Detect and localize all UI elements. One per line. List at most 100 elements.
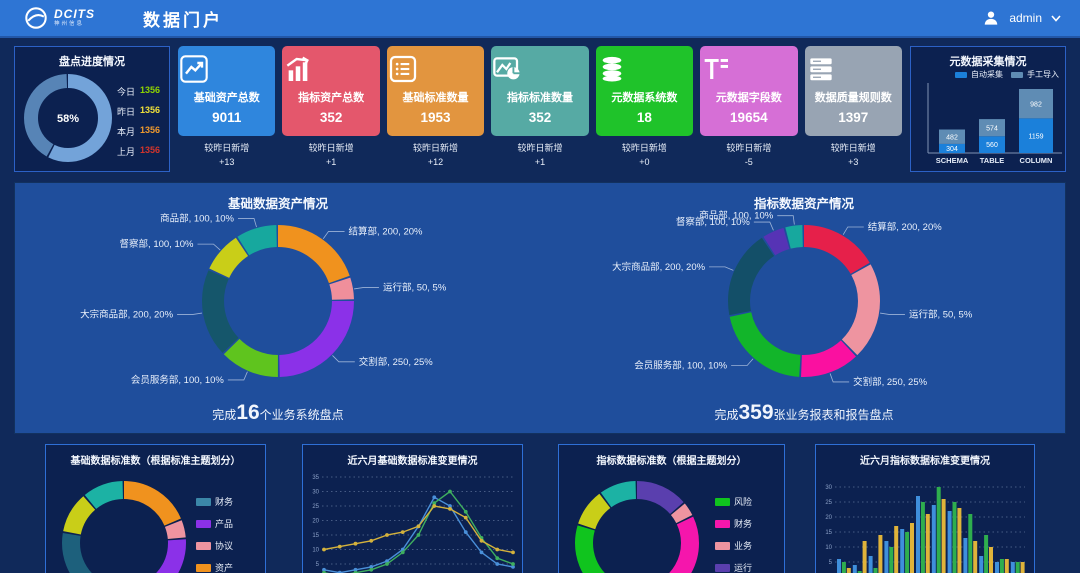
legend-swatch [715,519,730,528]
legend-item[interactable]: 财务 [715,517,752,530]
trend-icon [178,53,275,87]
svg-text:30: 30 [825,485,832,491]
progress-stat-row: 昨日 1356 [117,105,160,118]
legend-item[interactable]: 手工导入 [1011,69,1059,80]
svg-text:35: 35 [312,475,319,481]
donut-label: 商品部, 100, 10% [699,210,773,222]
stat-label: 昨日 [117,107,136,117]
donut-label: 会员服务部, 100, 10% [131,374,224,386]
meta-bar-chart: 304 482 SCHEMA 560 574 TABLE 1159 982 COLUMN [914,79,1064,171]
svg-text:1159: 1159 [1028,133,1043,140]
kpi-delta-value: +1 [326,156,337,167]
basic-standards-donut-panel: 基础数据标准数（根据标准主题划分） 财务产品协议资产员工 [45,444,266,573]
kpi-tile[interactable]: 元数据字段数 19654 [700,46,798,136]
kpi-delta: 较昨日新增 +3 [805,142,902,170]
server-icon [805,53,902,87]
stat-value: 1356 [140,105,161,115]
legend-item[interactable]: 产品 [196,517,233,530]
caption-suffix: 个业务系统盘点 [259,408,344,422]
legend-item[interactable]: 财务 [196,495,233,508]
field-icon [700,53,797,87]
svg-text:304: 304 [946,146,958,153]
svg-text:574: 574 [986,125,998,132]
kpi-tile[interactable]: 元数据系统数 18 [595,46,694,136]
asset-chart-basic: 基础数据资产情况 结算部, 200, 20% 运行部, 50, 5% 交割部, 25… [15,183,541,435]
kpi-card[interactable]: 基础资产总数 9011 较昨日新增 +13 [178,46,276,172]
legend-label: 产品 [215,519,234,529]
panel-title: 指标数据标准数（根据主题划分） [596,456,747,467]
donut-label: 督察部, 100, 10% [120,238,194,250]
kpi-label: 元数据系统数 [611,92,678,104]
kpi-tile[interactable]: 指标资产总数 352 [282,46,380,136]
legend-label: 财务 [734,519,753,529]
svg-text:30: 30 [312,490,319,496]
svg-text:560: 560 [986,142,998,149]
donut-label: 会员服务部, 100, 10% [634,360,727,372]
legend-item[interactable]: 资产 [196,561,233,573]
kpi-tile[interactable]: 数据质量规则数 1397 [804,46,902,136]
indicator-standards-donut-panel: 指标数据标准数（根据主题划分） 风险财务业务运行信息 [558,444,785,573]
caption-prefix: 完成 [212,408,237,422]
kpi-card[interactable]: 指标资产总数 352 较昨日新增 +1 [282,46,380,172]
legend-label: 自动采集 [971,70,1003,79]
legend-label: 资产 [215,563,234,573]
kpi-delta-caption: 较昨日新增 [204,143,250,153]
donut-label: 交割部, 250, 25% [853,376,927,388]
progress-panel: 盘点进度情况 58% 今日 1356 昨日 1356 本月 1356 上月 1356 [14,46,170,172]
kpi-card[interactable]: 数据质量规则数 1397 较昨日新增 +3 [804,46,902,172]
stat-value: 1356 [140,125,161,135]
svg-text:15: 15 [312,533,319,539]
image-pie-icon [491,53,588,87]
legend-item[interactable]: 风险 [715,495,752,508]
kpi-delta-value: +1 [534,156,546,167]
svg-text:15: 15 [825,530,832,536]
legend-swatch [196,563,211,572]
kpi-value: 18 [636,110,652,125]
caption-number: 359 [738,401,774,424]
donut-label: 督察部, 100, 10% [676,216,750,228]
svg-text:482: 482 [946,134,958,141]
kpi-delta: 较昨日新增 +1 [491,142,588,170]
kpi-value: 9011 [212,110,242,125]
donut-chart: 结算部, 200, 20% 运行部, 50, 5% 交割部, 250, 25% 会员服… [48,207,508,403]
legend-swatch [715,541,730,550]
kpi-tile[interactable]: 基础标准数量 1953 [386,46,485,136]
asset-chart-indicator: 指标数据资产情况 结算部, 200, 20% 运行部, 50, 5% 交割部, 25… [541,183,1067,435]
legend-item[interactable]: 业务 [715,539,752,552]
kpi-card[interactable]: 基础标准数量 1953 较昨日新增 +12 [386,46,485,172]
kpi-delta: 较昨日新增 +12 [387,142,484,170]
donut-label: 商品部, 100, 10% [160,212,234,224]
legend-label: 协议 [215,541,234,551]
panel-title: 基础数据标准数（根据标准主题划分） [70,456,241,467]
panel-title: 近六月指标数据标准变更情况 [860,456,990,467]
kpi-label: 指标标准数量 [506,92,573,104]
kpi-tile[interactable]: 指标标准数量 352 [491,46,589,136]
kpi-tile[interactable]: 基础资产总数 9011 [178,46,276,136]
kpi-card[interactable]: 元数据系统数 18 较昨日新增 +0 [595,46,694,172]
legend-item[interactable]: 运行 [715,561,752,573]
stat-label: 上月 [117,147,136,157]
legend-item[interactable]: 自动采集 [955,69,1003,80]
stat-label: 本月 [117,127,136,137]
kpi-delta: 较昨日新增 +13 [178,142,275,170]
brand-name: DCITS [54,7,95,22]
chart-title: 指标数据资产情况 [753,197,854,211]
legend-swatch [715,497,730,506]
donut-label: 大宗商品部, 200, 20% [80,308,173,320]
svg-text:20: 20 [312,519,319,525]
kpi-label: 元数据字段数 [715,92,782,104]
chart-caption: 完成16个业务系统盘点 [15,401,541,425]
legend-swatch [715,563,730,572]
kpi-card[interactable]: 元数据字段数 19654 较昨日新增 -5 [700,46,798,172]
legend-item[interactable]: 协议 [196,539,233,552]
database-icon [596,53,693,87]
donut-chart [54,473,194,573]
kpi-delta-value: +3 [848,156,859,167]
page-title: 数据门户 [143,10,223,30]
user-menu[interactable]: admin [981,0,1062,36]
dcits-logo: DCITS 神州信息 [24,6,95,30]
meta-legend: 自动采集 手工导入 [955,69,1059,80]
legend-label: 运行 [734,563,753,573]
kpi-value: 352 [319,110,343,125]
kpi-card[interactable]: 指标标准数量 352 较昨日新增 +1 [491,46,589,172]
